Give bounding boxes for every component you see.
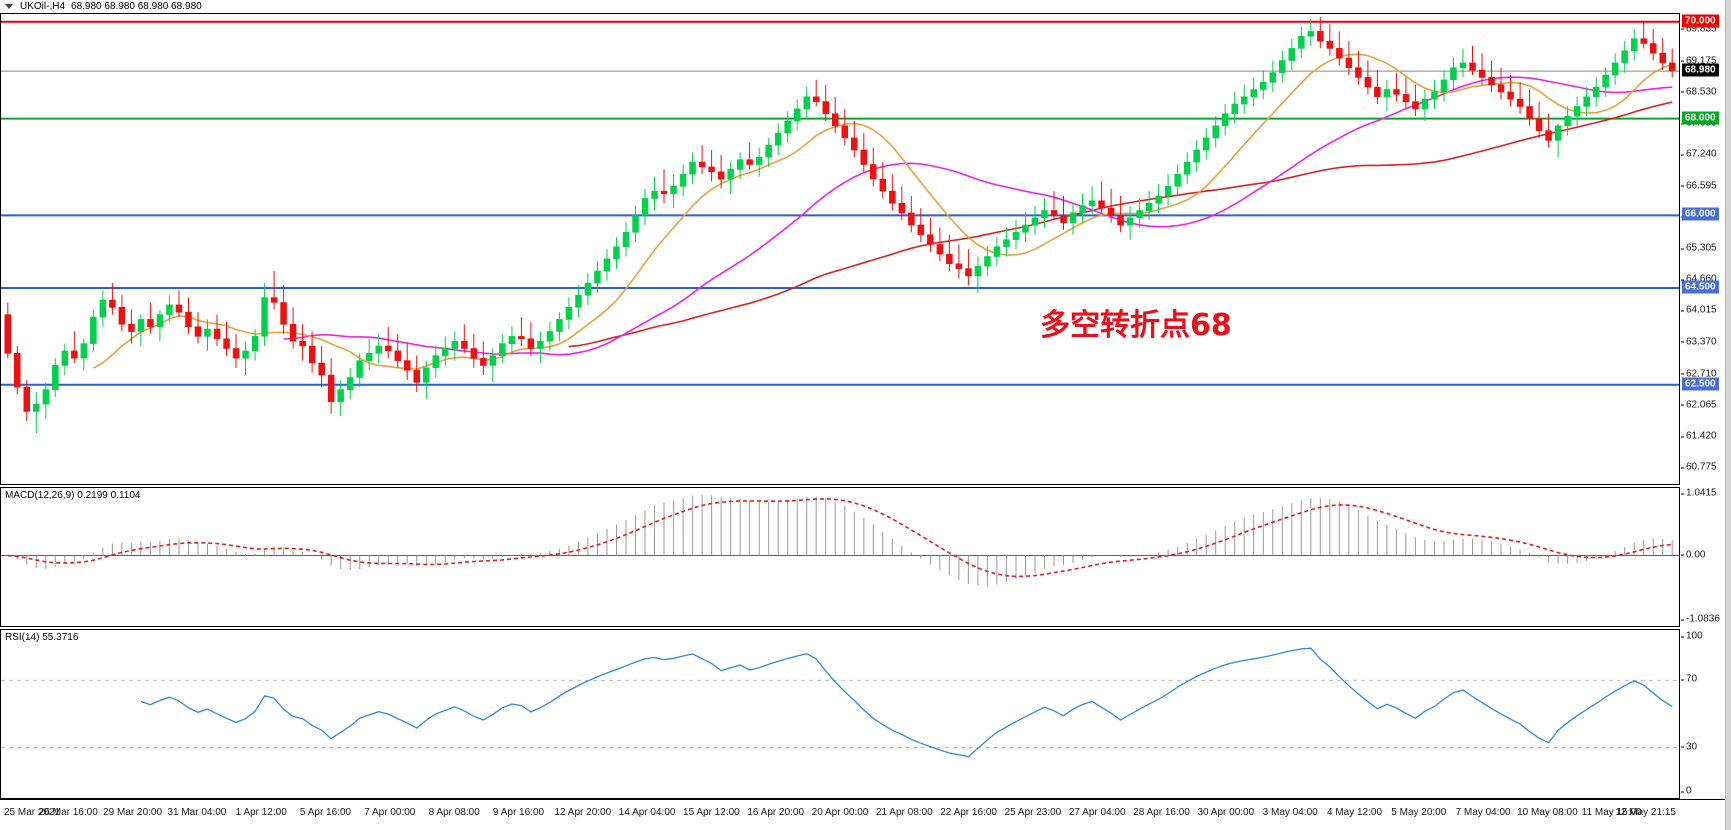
price-level-badge[interactable]: 66.000 [1682,207,1719,221]
time-axis-label: 11 May 16:00 [1581,807,1642,818]
time-axis-label: 4 May 12:00 [1326,807,1383,818]
price-scale-tick: 62.065 [1681,399,1717,410]
time-axis-label: 15 Apr 12:00 [683,807,740,818]
macd-chart-svg [1,494,1679,586]
macd-plot-area[interactable] [1,488,1679,626]
time-axis-label: 20 Apr 00:00 [811,807,869,818]
time-axis-label: 12 May 21:15 [1615,807,1676,818]
time-axis-label: 5 May 20:00 [1391,807,1447,818]
price-scale-tick: 69.835 [1681,23,1717,34]
price-scale-tick: 62.710 [1681,368,1717,379]
price-level-badge[interactable]: 70.000 [1682,14,1719,28]
price-scale-tick: 66.595 [1681,180,1717,191]
price-scale-tick: 64.015 [1681,305,1717,316]
rsi-scale-tick: 0 [1681,786,1692,797]
time-axis-label: 8 Apr 08:00 [428,807,480,818]
time-axis-label: 7 Apr 00:00 [364,807,416,818]
price-level-badge[interactable]: 68.980 [1682,63,1719,77]
rsi-scale-tick: 70 [1681,674,1697,685]
price-level-badge[interactable]: 68.000 [1682,111,1719,125]
price-scale-tick: 67.240 [1681,149,1717,160]
time-axis-label: 26 Mar 16:00 [38,807,98,818]
price-scale-tick: 68.530 [1681,86,1717,97]
chart-titlebar: UKOil-,H4 68.980 68.980 68.980 68.980 [0,0,1731,13]
time-axis-label: 10 May 08:00 [1517,807,1578,818]
rsi-scale[interactable]: 100 70 30 0 [1681,629,1731,799]
price-scale-tick: 63.370 [1681,336,1717,347]
macd-panel[interactable]: MACD(12,26,9) 0.2199 0.1104 [0,487,1680,627]
rsi-scale-tick: 100 [1681,631,1703,642]
price-chart-svg [1,16,1679,434]
price-panel[interactable] [0,13,1680,485]
price-scale-tick: 60.775 [1681,462,1717,473]
price-scale-tick: 64.660 [1681,274,1717,285]
time-axis-label: 31 Mar 04:00 [167,807,227,818]
time-axis-label: 5 Apr 16:00 [299,807,352,818]
price-scale[interactable]: 69.83569.17568.53067.88567.24066.59565.9… [1681,13,1731,485]
time-axis-label: 16 Apr 20:00 [747,807,805,818]
time-axis[interactable]: 25 Mar 2021 26 Mar 16:00 29 Mar 20:00 31 Ma… [0,799,1731,830]
time-axis-label: 27 Apr 04:00 [1068,807,1126,818]
time-axis-label: 3 May 04:00 [1262,807,1318,818]
macd-scale-tick: 1.0415 [1681,488,1717,499]
macd-panel-label: MACD(12,26,9) 0.2199 0.1104 [5,490,141,501]
rsi-panel-label: RSI(14) 55.3716 [5,632,79,643]
window-edge-scrollbar[interactable] [1725,0,1731,830]
time-axis-label: 1 Apr 12:00 [235,807,287,818]
time-axis-label: 22 Apr 16:00 [940,807,997,818]
time-axis-label: 7 May 04:00 [1455,807,1511,818]
rsi-plot-area[interactable] [1,630,1679,798]
time-axis-label: 28 Apr 16:00 [1133,807,1190,818]
time-axis-label: 12 Apr 20:00 [554,807,612,818]
macd-scale[interactable]: 1.0415 0.00 -1.0836 [1681,487,1731,627]
time-axis-label: 25 Mar 2021 [4,807,61,818]
time-axis-label: 14 Apr 04:00 [618,807,676,818]
time-axis-label: 29 Mar 20:00 [103,807,163,818]
chart-annotation-text: 多空转折点68 [1040,308,1232,343]
price-scale-tick: 65.305 [1681,243,1717,254]
price-scale-tick: 69.175 [1681,55,1717,66]
price-level-badge[interactable]: 62.500 [1682,377,1719,391]
time-axis-label: 30 Apr 00:00 [1197,807,1255,818]
time-axis-label: 21 Apr 08:00 [875,807,933,818]
rsi-chart-svg [1,647,1679,758]
triangle-down-icon[interactable] [5,4,13,9]
chart-symbol-label: UKOil-,H4 [20,1,66,12]
chart-ohlc-values: 68.980 68.980 68.980 68.980 [71,1,202,12]
macd-scale-tick: -1.0836 [1681,614,1720,625]
price-scale-tick: 61.420 [1681,431,1717,442]
time-axis-label: 9 Apr 16:00 [492,807,545,818]
rsi-panel[interactable]: RSI(14) 55.3716 [0,629,1680,799]
macd-scale-tick: 0.00 [1681,549,1705,560]
rsi-scale-tick: 30 [1681,741,1697,752]
time-axis-label: 25 Apr 23:00 [1004,807,1062,818]
price-level-badge[interactable]: 64.500 [1682,280,1719,294]
price-plot-area[interactable] [1,14,1679,484]
